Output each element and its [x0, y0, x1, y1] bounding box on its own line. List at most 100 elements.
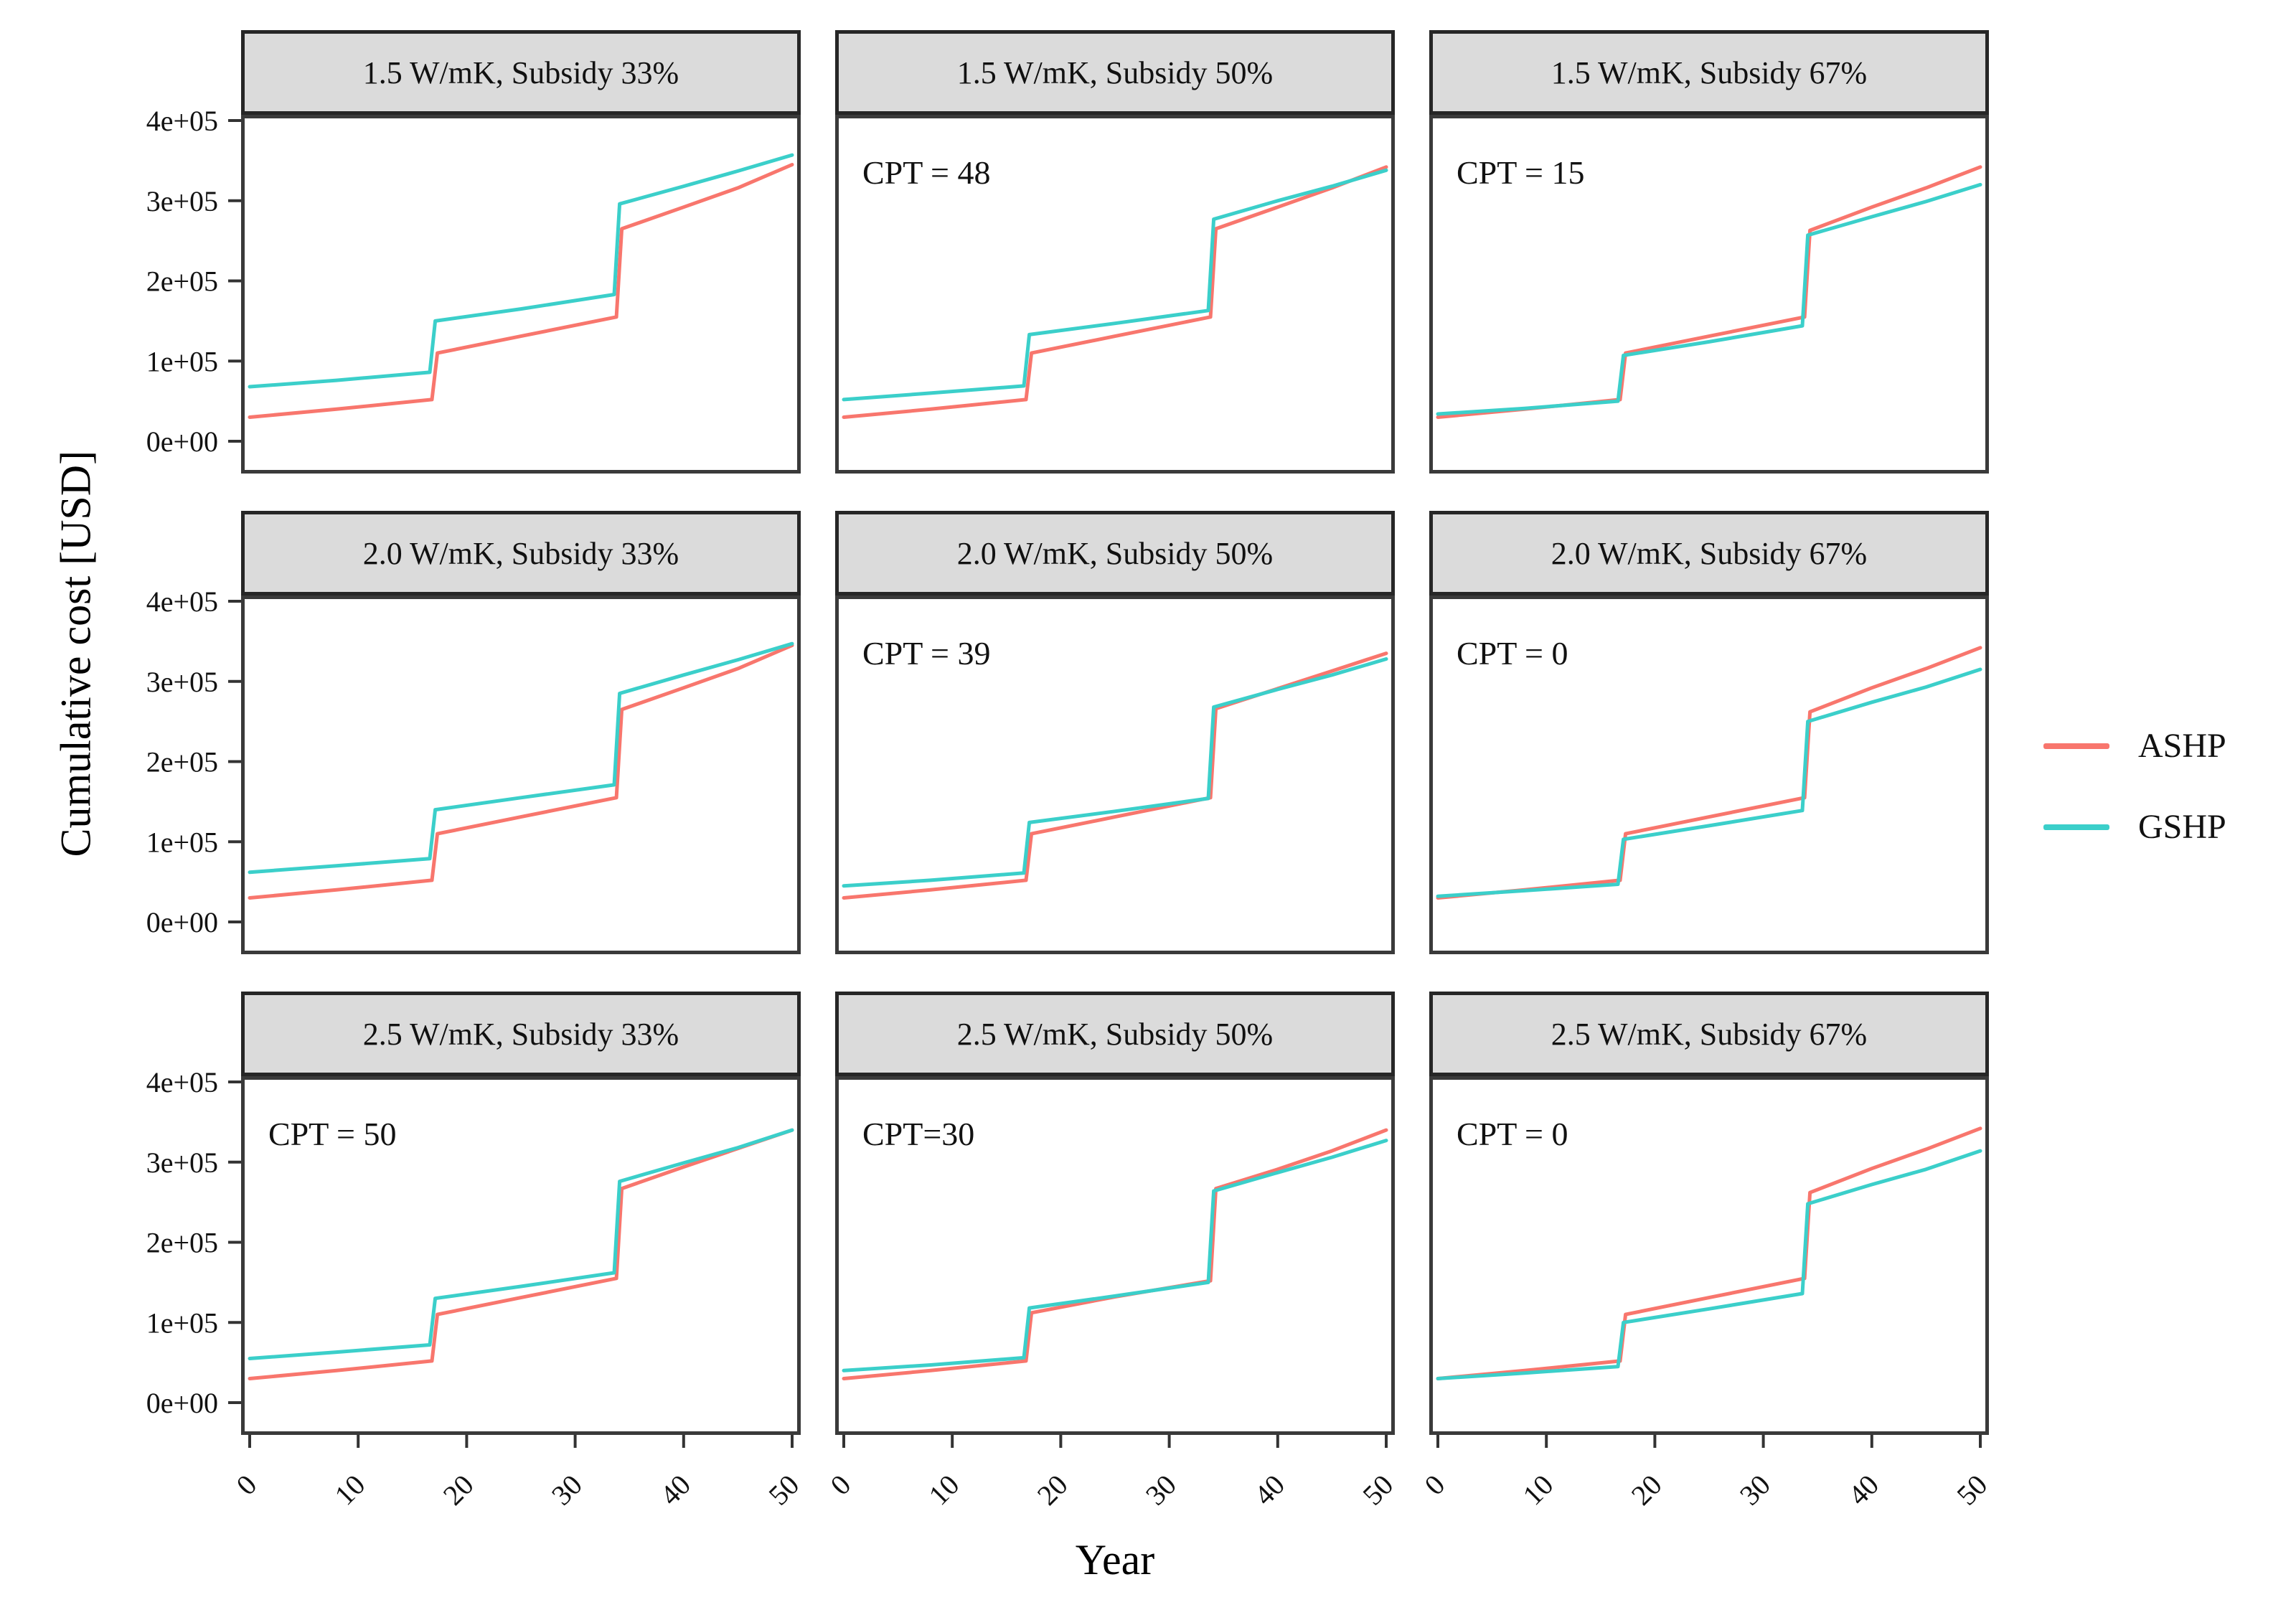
panel-border — [835, 595, 1395, 954]
cpt-annotation: CPT = 39 — [862, 635, 990, 672]
y-tick-label: 3e+05 — [146, 185, 218, 217]
panel-border — [241, 1076, 801, 1435]
series-line-ashp — [1436, 646, 1982, 900]
x-tick-label: 30 — [1139, 1469, 1182, 1512]
facet-strip-title: 1.5 W/mK, Subsidy 67% — [1429, 30, 1989, 115]
series-line-ashp — [842, 651, 1388, 900]
y-tick-label: 1e+05 — [146, 1306, 218, 1339]
x-tick-label: 0 — [1418, 1469, 1451, 1502]
y-tick-label: 1e+05 — [146, 345, 218, 377]
facet-panel-2-1: 2.5 W/mK, Subsidy 50% 0 10 20 30 40 50 CPT=30 — [824, 992, 1399, 1512]
facet-strip-title: 2.0 W/mK, Subsidy 33% — [241, 511, 801, 595]
x-tick-label: 30 — [1733, 1469, 1777, 1512]
panel-plot-area: 0e+00 1e+05 2e+05 3e+05 4e+05 0 10 20 30 40 50 CPT … — [146, 1066, 806, 1512]
facet-strip-title: 2.5 W/mK, Subsidy 33% — [241, 992, 801, 1076]
x-tick-label: 50 — [1356, 1469, 1399, 1512]
facet-panel-0-0: 1.5 W/mK, Subsidy 33% 0e+00 1e+05 2e+05 3e+0… — [146, 30, 801, 474]
x-tick-label: 40 — [1842, 1469, 1885, 1512]
panel-plot-area: CPT = 39 — [835, 595, 1395, 954]
facet-panel-1-1: 2.0 W/mK, Subsidy 50% CPT = 39 — [835, 511, 1395, 954]
panel-plot-area: 0e+00 1e+05 2e+05 3e+05 4e+05 — [146, 105, 801, 474]
y-tick-label: 4e+05 — [146, 585, 218, 618]
cpt-annotation: CPT = 0 — [1457, 635, 1568, 672]
facet-panel-1-2: 2.0 W/mK, Subsidy 67% CPT = 0 — [1429, 511, 1989, 954]
panel-plot-area: 0 10 20 30 40 50 CPT = 0 — [1418, 1076, 1993, 1512]
x-tick-label: 50 — [762, 1469, 805, 1512]
series-line-gshp — [1436, 1149, 1982, 1380]
x-tick-label: 10 — [1516, 1469, 1559, 1512]
facet-panel-2-2: 2.5 W/mK, Subsidy 67% 0 10 20 30 40 50 CPT = 0 — [1418, 992, 1993, 1512]
x-tick-label: 20 — [1031, 1469, 1074, 1512]
y-tick-label: 2e+05 — [146, 746, 218, 778]
y-axis-title: Cumulative cost [USD] — [52, 450, 100, 857]
cpt-annotation: CPT = 15 — [1457, 154, 1584, 191]
facet-panel-1-0: 2.0 W/mK, Subsidy 33% 0e+00 1e+05 2e+05 3e+0… — [146, 511, 801, 954]
y-tick-label: 3e+05 — [146, 666, 218, 698]
panel-border — [835, 1076, 1395, 1435]
panel-border — [835, 115, 1395, 474]
facet-strip-title: 2.5 W/mK, Subsidy 50% — [835, 992, 1395, 1076]
gshp-line-key-icon — [2043, 824, 2109, 830]
series-line-ashp — [842, 165, 1388, 419]
facet-strip-title: 1.5 W/mK, Subsidy 33% — [241, 30, 801, 115]
series-line-gshp — [842, 168, 1388, 402]
y-tick-label: 0e+00 — [146, 1387, 218, 1419]
legend-label-ashp: ASHP — [2138, 727, 2226, 765]
x-tick-label: 0 — [230, 1469, 263, 1502]
series-line-gshp — [1436, 667, 1982, 898]
series-line-gshp — [1436, 182, 1982, 416]
y-tick-label: 1e+05 — [146, 826, 218, 858]
facet-strip-title: 2.0 W/mK, Subsidy 67% — [1429, 511, 1989, 595]
y-tick-label: 4e+05 — [146, 105, 218, 137]
series-line-gshp — [248, 153, 794, 389]
series-line-ashp — [1436, 1126, 1982, 1380]
legend-label-gshp: GSHP — [2138, 808, 2226, 846]
series-line-ashp — [248, 644, 794, 900]
panel-plot-area: 0e+00 1e+05 2e+05 3e+05 4e+05 — [146, 585, 801, 954]
series-line-ashp — [248, 163, 794, 419]
facet-panel-2-0: 2.5 W/mK, Subsidy 33% 0e+00 1e+05 2e+05 3e+0… — [146, 992, 806, 1512]
x-tick-label: 50 — [1950, 1469, 1993, 1512]
x-axis-title: Year — [1075, 1536, 1155, 1583]
x-tick-label: 10 — [328, 1469, 371, 1512]
series-line-gshp — [842, 657, 1388, 888]
panel-plot-area: CPT = 48 — [835, 115, 1395, 474]
y-tick-label: 0e+00 — [146, 906, 218, 938]
series-line-gshp — [842, 1139, 1388, 1372]
x-tick-label: 30 — [545, 1469, 588, 1512]
panel-border — [1429, 595, 1989, 954]
series-line-ashp — [248, 1128, 794, 1380]
legend-entry-gshp: GSHP — [2043, 807, 2226, 847]
x-tick-label: 0 — [824, 1469, 857, 1502]
facet-panel-0-1: 1.5 W/mK, Subsidy 50% CPT = 48 — [835, 30, 1395, 474]
x-tick-label: 20 — [1625, 1469, 1668, 1512]
cpt-annotation: CPT = 48 — [862, 154, 990, 191]
x-tick-label: 20 — [437, 1469, 480, 1512]
panel-plot-area: CPT = 15 — [1429, 115, 1989, 474]
facet-strip-title: 2.5 W/mK, Subsidy 67% — [1429, 992, 1989, 1076]
panel-border — [241, 115, 801, 474]
y-tick-label: 3e+05 — [146, 1146, 218, 1179]
cpt-annotation: CPT = 50 — [268, 1116, 396, 1152]
y-tick-label: 2e+05 — [146, 1227, 218, 1259]
ashp-line-key-icon — [2043, 743, 2109, 749]
series-line-gshp — [248, 641, 794, 875]
x-tick-label: 40 — [654, 1469, 697, 1512]
series-line-gshp — [248, 1128, 794, 1360]
y-tick-label: 2e+05 — [146, 265, 218, 298]
facet-panel-0-2: 1.5 W/mK, Subsidy 67% CPT = 15 — [1429, 30, 1989, 474]
facet-strip-title: 2.0 W/mK, Subsidy 50% — [835, 511, 1395, 595]
y-tick-label: 4e+05 — [146, 1066, 218, 1098]
panel-border — [1429, 115, 1989, 474]
x-tick-label: 10 — [922, 1469, 965, 1512]
panel-border — [241, 595, 801, 954]
y-tick-label: 0e+00 — [146, 425, 218, 458]
legend: ASHP GSHP — [2043, 726, 2226, 847]
x-tick-label: 40 — [1248, 1469, 1291, 1512]
panel-plot-area: CPT = 0 — [1429, 595, 1989, 954]
facet-strip-title: 1.5 W/mK, Subsidy 50% — [835, 30, 1395, 115]
legend-entry-ashp: ASHP — [2043, 726, 2226, 766]
panel-plot-area: 0 10 20 30 40 50 CPT=30 — [824, 1076, 1399, 1512]
cpt-annotation: CPT=30 — [862, 1116, 974, 1152]
